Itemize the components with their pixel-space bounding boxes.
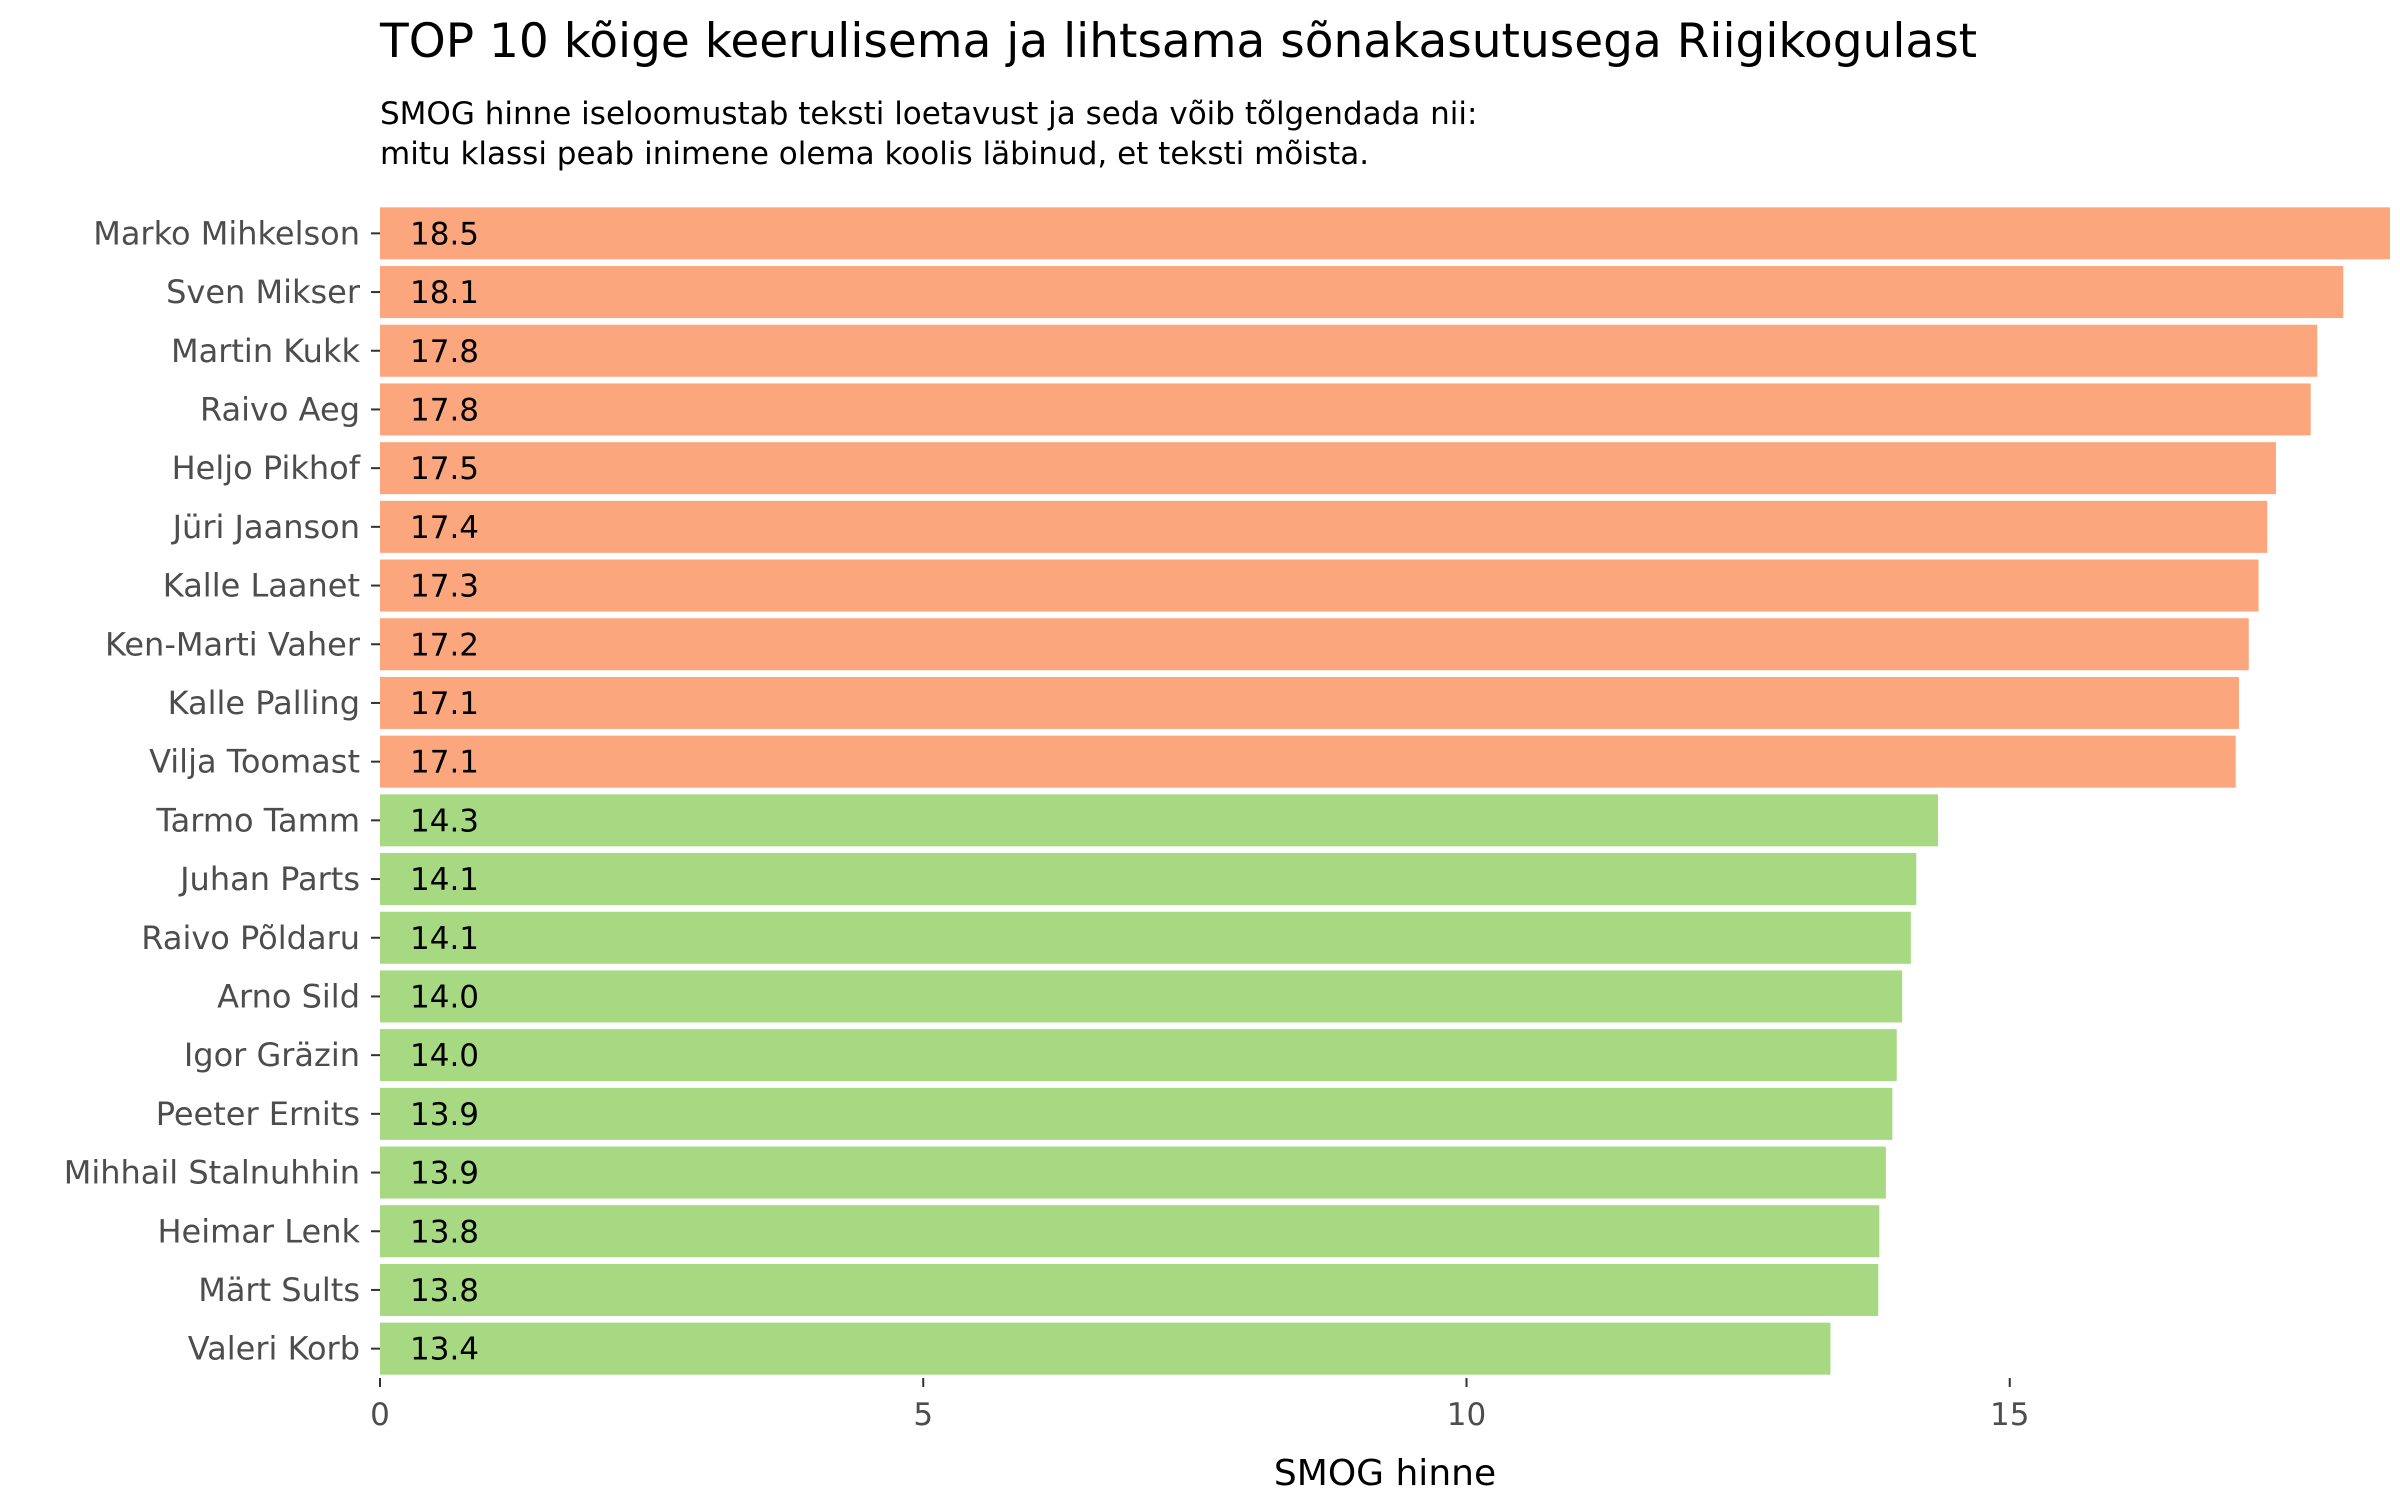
bar-value-label: 13.9 <box>410 1097 479 1133</box>
category-label: Heimar Lenk <box>157 1212 360 1250</box>
x-tick-label: 0 <box>370 1397 390 1433</box>
bar-14 <box>380 970 1903 1023</box>
bar-value-label: 17.4 <box>410 510 479 546</box>
bar-11 <box>380 794 1939 847</box>
bar-value-label: 14.3 <box>410 803 479 839</box>
category-label: Märt Sults <box>198 1271 360 1309</box>
bar-5 <box>380 442 2276 495</box>
category-label: Jüri Jaanson <box>171 508 360 546</box>
chart-subtitle-line-1: SMOG hinne iseloomustab teksti loetavust… <box>380 96 1478 132</box>
chart-title: TOP 10 kõige keerulisema ja lihtsama sõn… <box>380 14 1978 69</box>
bar-value-label: 17.1 <box>410 745 479 781</box>
category-label: Kalle Laanet <box>163 567 360 605</box>
x-tick-label: 15 <box>1990 1397 2029 1433</box>
category-label: Heljo Pikhof <box>172 449 361 487</box>
bar-value-label: 18.1 <box>410 275 479 311</box>
bar-value-label: 17.2 <box>410 627 479 663</box>
bar-value-label: 17.5 <box>410 451 479 487</box>
bar-value-label: 13.4 <box>410 1332 479 1368</box>
chart-subtitle-line-2: mitu klassi peab inimene olema koolis lä… <box>380 136 1370 172</box>
bar-6 <box>380 500 2268 553</box>
category-label: Raivo Põldaru <box>141 919 360 957</box>
bar-value-label: 13.8 <box>410 1273 479 1309</box>
bar-value-label: 14.0 <box>410 1038 479 1074</box>
category-label: Mihhail Stalnuhhin <box>64 1154 360 1192</box>
category-label: Vilja Toomast <box>149 743 360 781</box>
category-label: Tarmo Tamm <box>155 801 360 839</box>
x-tick-label: 5 <box>913 1397 933 1433</box>
bar-1 <box>380 207 2390 260</box>
category-label: Juhan Parts <box>178 860 360 898</box>
bar-value-label: 14.1 <box>410 862 479 898</box>
x-axis: 0 5 10 15 <box>370 1378 2029 1433</box>
bar-value-label: 17.1 <box>410 686 479 722</box>
bar-value-label: 13.9 <box>410 1156 479 1192</box>
category-label: Ken-Marti Vaher <box>105 625 361 663</box>
bar-value-label: 18.5 <box>410 216 479 252</box>
bar-2 <box>380 266 2344 319</box>
category-label: Peeter Ernits <box>156 1095 360 1133</box>
category-label: Kalle Palling <box>168 684 360 722</box>
category-label: Marko Mihkelson <box>93 214 360 252</box>
bar-8 <box>380 618 2249 671</box>
category-label: Arno Sild <box>217 977 360 1015</box>
bar-17 <box>380 1146 1886 1199</box>
category-label: Raivo Aeg <box>200 390 360 428</box>
bar-12 <box>380 853 1917 906</box>
x-axis-title: SMOG hinne <box>1274 1453 1496 1494</box>
bar-7 <box>380 559 2259 612</box>
y-axis: Marko Mihkelson Sven Mikser Martin Kukk Rai… <box>64 214 380 1368</box>
category-label: Sven Mikser <box>166 273 361 311</box>
bar-value-label: 17.8 <box>410 334 479 370</box>
bar-9 <box>380 676 2239 729</box>
bar-19 <box>380 1263 1879 1316</box>
bar-value-label: 17.8 <box>410 392 479 428</box>
bar-value-label: 17.3 <box>410 569 479 605</box>
bar-value-label: 14.1 <box>410 921 479 957</box>
category-label: Igor Gräzin <box>184 1036 360 1074</box>
category-label: Valeri Korb <box>188 1330 360 1368</box>
bar-16 <box>380 1087 1893 1140</box>
category-label: Martin Kukk <box>171 332 360 370</box>
bar-20 <box>380 1322 1831 1375</box>
x-tick-label: 10 <box>1447 1397 1486 1433</box>
bar-3 <box>380 324 2318 377</box>
bars-layer: 18.5 18.1 17.8 17.8 17.5 17.4 17.3 17.2 17.1 17.1… <box>380 207 2390 1375</box>
bar-value-label: 13.8 <box>410 1214 479 1250</box>
bar-15 <box>380 1029 1897 1082</box>
bar-value-label: 14.0 <box>410 979 479 1015</box>
bar-18 <box>380 1205 1880 1258</box>
bar-13 <box>380 911 1911 964</box>
bar-10 <box>380 735 2236 788</box>
bar-4 <box>380 383 2311 436</box>
